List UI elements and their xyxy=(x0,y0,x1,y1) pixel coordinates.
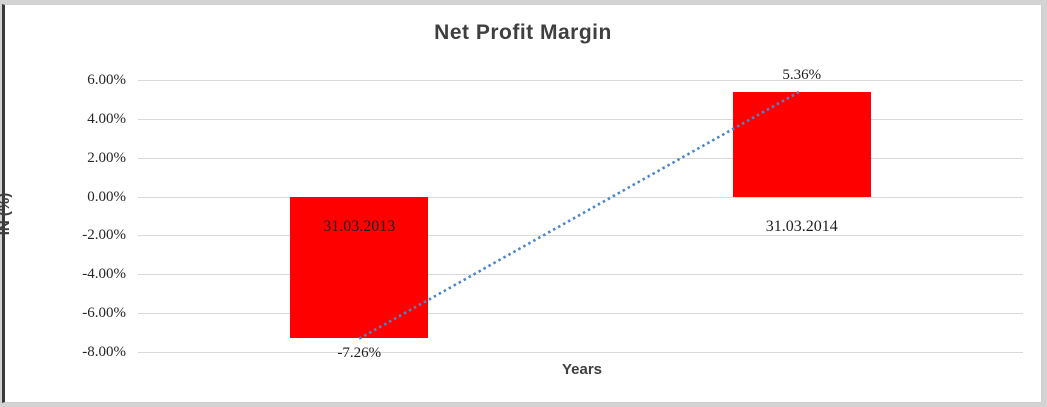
trendline xyxy=(358,89,803,340)
y-tick-label: 4.00% xyxy=(87,110,126,127)
gridline xyxy=(138,274,1023,276)
data-label: 5.36% xyxy=(782,67,822,84)
y-tick-label: -8.00% xyxy=(82,344,126,360)
y-tick-label: 2.00% xyxy=(87,149,126,166)
chart-title: Net Profit Margin xyxy=(434,21,612,44)
bar-31.03.2014 xyxy=(732,92,871,197)
category-label: 31.03.2013 xyxy=(323,217,396,235)
y-axis-title: IN (%) xyxy=(0,192,13,236)
y-tick-label: 0.00% xyxy=(87,188,126,205)
gridline xyxy=(138,352,1023,353)
gridline xyxy=(138,313,1023,315)
data-label: -7.26% xyxy=(337,344,382,361)
gridline xyxy=(138,196,1023,198)
gridline xyxy=(138,118,1023,120)
y-tick-label: 6.00% xyxy=(87,72,126,88)
y-tick-label: -6.00% xyxy=(82,305,126,322)
gridline xyxy=(138,235,1023,237)
category-label: 31.03.2014 xyxy=(765,217,838,235)
gridline xyxy=(138,80,1023,81)
chart-area: Net Profit Margin IN (%) Years 6.00% 4.00… xyxy=(0,4,1042,403)
gridline xyxy=(138,157,1023,159)
x-axis-title: Years xyxy=(561,361,603,378)
y-tick-label: -4.00% xyxy=(82,266,126,283)
y-tick-label: -2.00% xyxy=(82,227,126,244)
